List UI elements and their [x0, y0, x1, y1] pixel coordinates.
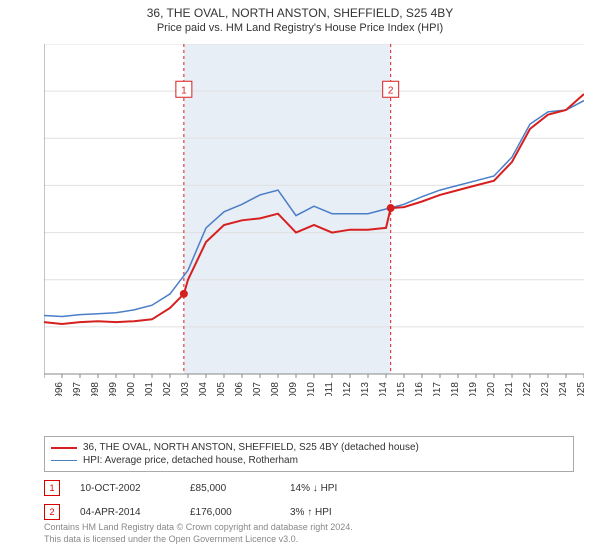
svg-text:2010: 2010 [306, 382, 317, 396]
chart-subtitle: Price paid vs. HM Land Registry's House … [0, 22, 600, 34]
svg-text:2013: 2013 [360, 382, 371, 396]
legend-item: HPI: Average price, detached house, Roth… [51, 454, 567, 467]
footer-line: This data is licensed under the Open Gov… [44, 534, 574, 546]
svg-text:2003: 2003 [180, 382, 191, 396]
svg-text:2002: 2002 [162, 382, 173, 396]
legend-swatch [51, 460, 77, 461]
svg-text:2009: 2009 [288, 382, 299, 396]
legend-item: 36, THE OVAL, NORTH ANSTON, SHEFFIELD, S… [51, 441, 567, 454]
svg-text:2017: 2017 [432, 382, 443, 396]
svg-text:2019: 2019 [468, 382, 479, 396]
svg-text:2012: 2012 [342, 382, 353, 396]
event-row: 2 04-APR-2014 £176,000 3% ↑ HPI [44, 500, 574, 524]
event-date: 04-APR-2014 [80, 507, 170, 518]
svg-text:1998: 1998 [90, 382, 101, 396]
svg-text:2008: 2008 [270, 382, 281, 396]
svg-text:2006: 2006 [234, 382, 245, 396]
chart-title: 36, THE OVAL, NORTH ANSTON, SHEFFIELD, S… [0, 6, 600, 20]
svg-text:2024: 2024 [558, 382, 569, 396]
svg-text:2022: 2022 [522, 382, 533, 396]
svg-text:2016: 2016 [414, 382, 425, 396]
svg-text:2018: 2018 [450, 382, 461, 396]
svg-text:2014: 2014 [378, 382, 389, 396]
event-date: 10-OCT-2002 [80, 483, 170, 494]
footer-attribution: Contains HM Land Registry data © Crown c… [44, 522, 574, 545]
svg-text:1999: 1999 [108, 382, 119, 396]
svg-text:2001: 2001 [144, 382, 155, 396]
legend-label: 36, THE OVAL, NORTH ANSTON, SHEFFIELD, S… [83, 442, 419, 453]
event-hpi: 14% ↓ HPI [290, 483, 574, 494]
svg-text:2007: 2007 [252, 382, 263, 396]
event-row: 1 10-OCT-2002 £85,000 14% ↓ HPI [44, 476, 574, 500]
event-price: £85,000 [190, 483, 270, 494]
event-price: £176,000 [190, 507, 270, 518]
svg-text:2020: 2020 [486, 382, 497, 396]
svg-text:2000: 2000 [126, 382, 137, 396]
chart-plot-area: £0£50K£100K£150K£200K£250K£300K£350K1995… [44, 44, 584, 396]
event-hpi: 3% ↑ HPI [290, 507, 574, 518]
svg-text:2011: 2011 [324, 382, 335, 396]
svg-text:2021: 2021 [504, 382, 515, 396]
svg-text:2005: 2005 [216, 382, 227, 396]
svg-text:2: 2 [388, 85, 394, 96]
event-number-box: 1 [44, 480, 60, 496]
chart-container: 36, THE OVAL, NORTH ANSTON, SHEFFIELD, S… [0, 0, 600, 560]
svg-text:1: 1 [181, 85, 187, 96]
footer-line: Contains HM Land Registry data © Crown c… [44, 522, 574, 534]
svg-text:1995: 1995 [44, 382, 47, 396]
line-chart-svg: £0£50K£100K£150K£200K£250K£300K£350K1995… [44, 44, 584, 396]
svg-text:2015: 2015 [396, 382, 407, 396]
svg-text:1997: 1997 [72, 382, 83, 396]
legend-label: HPI: Average price, detached house, Roth… [83, 455, 298, 466]
svg-text:2004: 2004 [198, 382, 209, 396]
svg-text:2025: 2025 [576, 382, 584, 396]
event-number-box: 2 [44, 504, 60, 520]
event-table: 1 10-OCT-2002 £85,000 14% ↓ HPI 2 04-APR… [44, 476, 574, 524]
svg-text:2023: 2023 [540, 382, 551, 396]
chart-titles: 36, THE OVAL, NORTH ANSTON, SHEFFIELD, S… [0, 0, 600, 34]
svg-text:1996: 1996 [54, 382, 65, 396]
legend-swatch [51, 447, 77, 449]
legend: 36, THE OVAL, NORTH ANSTON, SHEFFIELD, S… [44, 436, 574, 472]
